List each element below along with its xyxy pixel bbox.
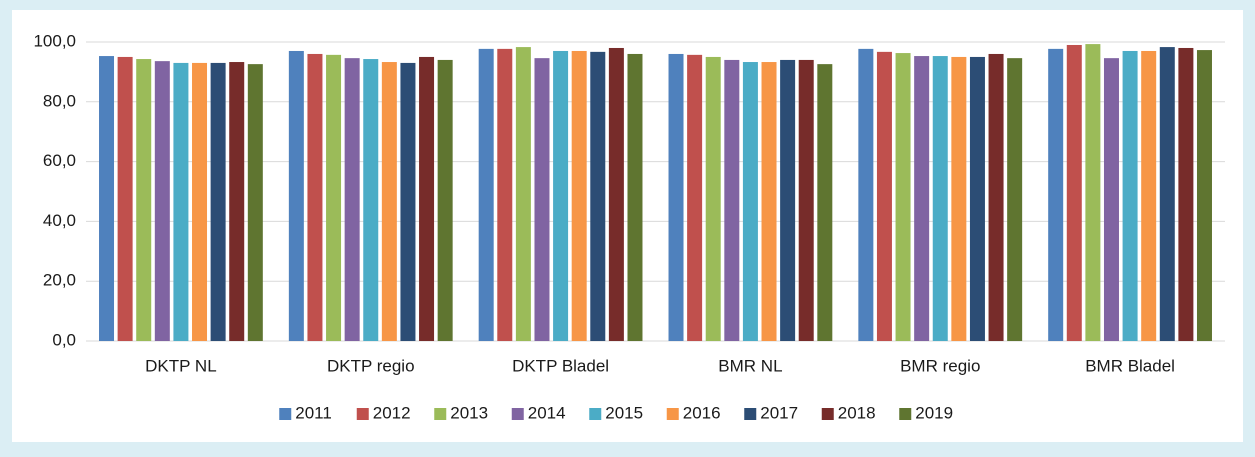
legend-label: 2012 (373, 403, 411, 422)
page: 0,0 20,0 40,0 60,0 80,0 100,0 DKTP NL DKTP regi… (0, 0, 1255, 457)
bar (326, 55, 341, 341)
x-tick-label: BMR NL (718, 356, 782, 375)
bar (799, 60, 814, 341)
legend-label: 2013 (450, 403, 488, 422)
bar (363, 59, 378, 341)
bar (1197, 50, 1212, 341)
bar (173, 63, 188, 341)
bar (479, 49, 494, 341)
legend-swatch (279, 408, 291, 420)
legend-swatch (822, 408, 834, 420)
bar (289, 51, 304, 341)
bar (438, 60, 453, 341)
bar (1104, 58, 1119, 341)
bar (192, 63, 207, 341)
legend-swatch (589, 408, 601, 420)
bar (896, 53, 911, 341)
chart: 0,0 20,0 40,0 60,0 80,0 100,0 DKTP NL DKTP regi… (0, 0, 1255, 452)
bar (211, 63, 226, 341)
bar (1085, 44, 1100, 341)
legend-swatch (744, 408, 756, 420)
bar (780, 60, 795, 341)
x-tick-label: BMR Bladel (1085, 356, 1175, 375)
legend-label: 2016 (683, 403, 721, 422)
bar (419, 57, 434, 341)
bar (669, 54, 684, 341)
legend-label: 2015 (605, 403, 643, 422)
legend-swatch (434, 408, 446, 420)
bar (534, 58, 549, 341)
bar (858, 49, 873, 341)
bar (400, 63, 415, 341)
x-tick-label: DKTP Bladel (512, 356, 609, 375)
bar (1141, 51, 1156, 341)
bar (553, 51, 568, 341)
bar (1160, 47, 1175, 341)
bar (345, 58, 360, 341)
bar (933, 56, 948, 341)
y-tick-label: 40,0 (43, 211, 76, 230)
y-tick-label: 80,0 (43, 91, 76, 110)
bar (1067, 45, 1082, 341)
bar (497, 49, 512, 341)
bar (989, 54, 1004, 341)
bar (1178, 48, 1193, 341)
bar (914, 56, 929, 341)
bar (99, 56, 114, 341)
legend-swatch (899, 408, 911, 420)
bar (229, 62, 244, 341)
y-tick-label: 0,0 (52, 330, 76, 349)
x-tick-label: BMR regio (900, 356, 980, 375)
bar (970, 57, 985, 341)
legend-label: 2017 (760, 403, 798, 422)
bar (609, 48, 624, 341)
bar (762, 62, 777, 341)
bar (590, 52, 605, 341)
bar (951, 57, 966, 341)
bar (743, 62, 758, 341)
x-tick-label: DKTP NL (145, 356, 217, 375)
legend-label: 2014 (528, 403, 566, 422)
bar (572, 51, 587, 341)
bar (687, 55, 702, 341)
x-tick-label: DKTP regio (327, 356, 415, 375)
bar (516, 47, 531, 341)
y-tick-label: 20,0 (43, 271, 76, 290)
legend-swatch (357, 408, 369, 420)
bar (877, 52, 892, 341)
bar (118, 57, 133, 341)
bar (248, 64, 263, 341)
bar (136, 59, 151, 341)
bar (382, 62, 397, 341)
legend-label: 2018 (838, 403, 876, 422)
bar (627, 54, 642, 341)
bar (1007, 58, 1022, 341)
y-tick-label: 100,0 (33, 31, 76, 50)
legend-swatch (667, 408, 679, 420)
legend-swatch (512, 408, 524, 420)
legend-label: 2011 (295, 403, 332, 422)
bar (307, 54, 322, 341)
bar (706, 57, 721, 341)
y-tick-label: 60,0 (43, 151, 76, 170)
bar (155, 61, 170, 341)
legend-label: 2019 (915, 403, 953, 422)
bar (1048, 49, 1063, 341)
bar (817, 64, 832, 341)
bar (1123, 51, 1138, 341)
bar (724, 60, 739, 341)
